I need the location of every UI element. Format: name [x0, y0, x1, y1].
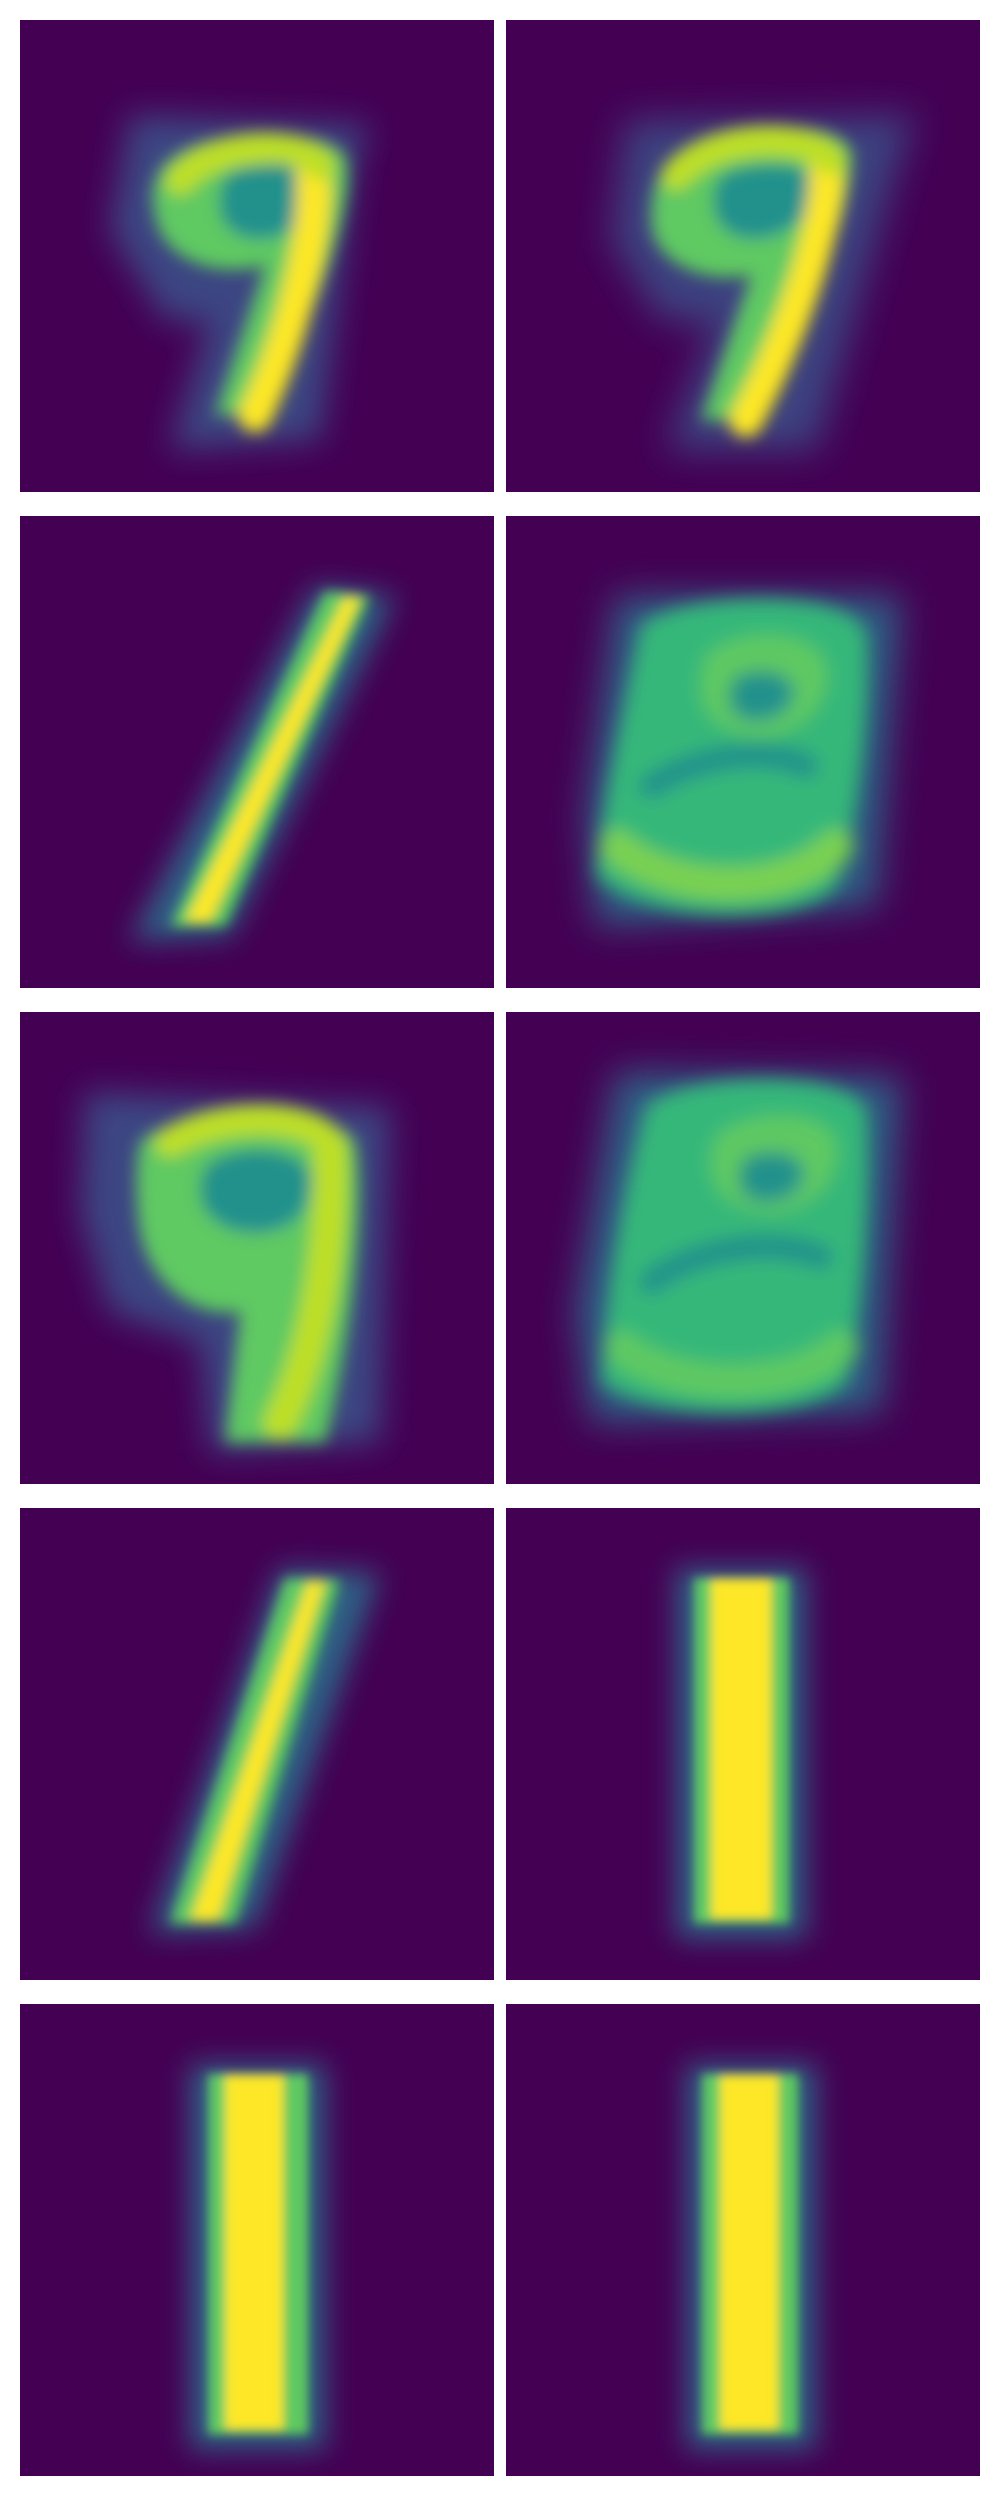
- digit-eight-like-image: [586, 596, 901, 926]
- image-panel-6: [506, 1012, 980, 1484]
- image-panel-4: [506, 516, 980, 988]
- image-panel-8: [506, 1508, 980, 1980]
- digit-nine-image: [80, 1092, 390, 1452]
- image-panel-3: [20, 516, 494, 988]
- digit-one-image: [150, 1568, 380, 1933]
- digit-eight-like-image: [576, 1072, 901, 1422]
- image-panel-7: [20, 1508, 494, 1980]
- digit-one-image: [190, 2064, 325, 2449]
- digit-nine-image: [110, 115, 370, 450]
- digit-nine-image: [611, 115, 916, 450]
- image-panel-1: [20, 20, 494, 492]
- digit-one-image: [686, 2064, 816, 2449]
- digit-one-image: [130, 586, 395, 941]
- image-panel-10: [506, 2004, 980, 2476]
- image-panel-2: [506, 20, 980, 492]
- digit-one-image: [676, 1568, 806, 1938]
- image-panel-9: [20, 2004, 494, 2476]
- image-panel-5: [20, 1012, 494, 1484]
